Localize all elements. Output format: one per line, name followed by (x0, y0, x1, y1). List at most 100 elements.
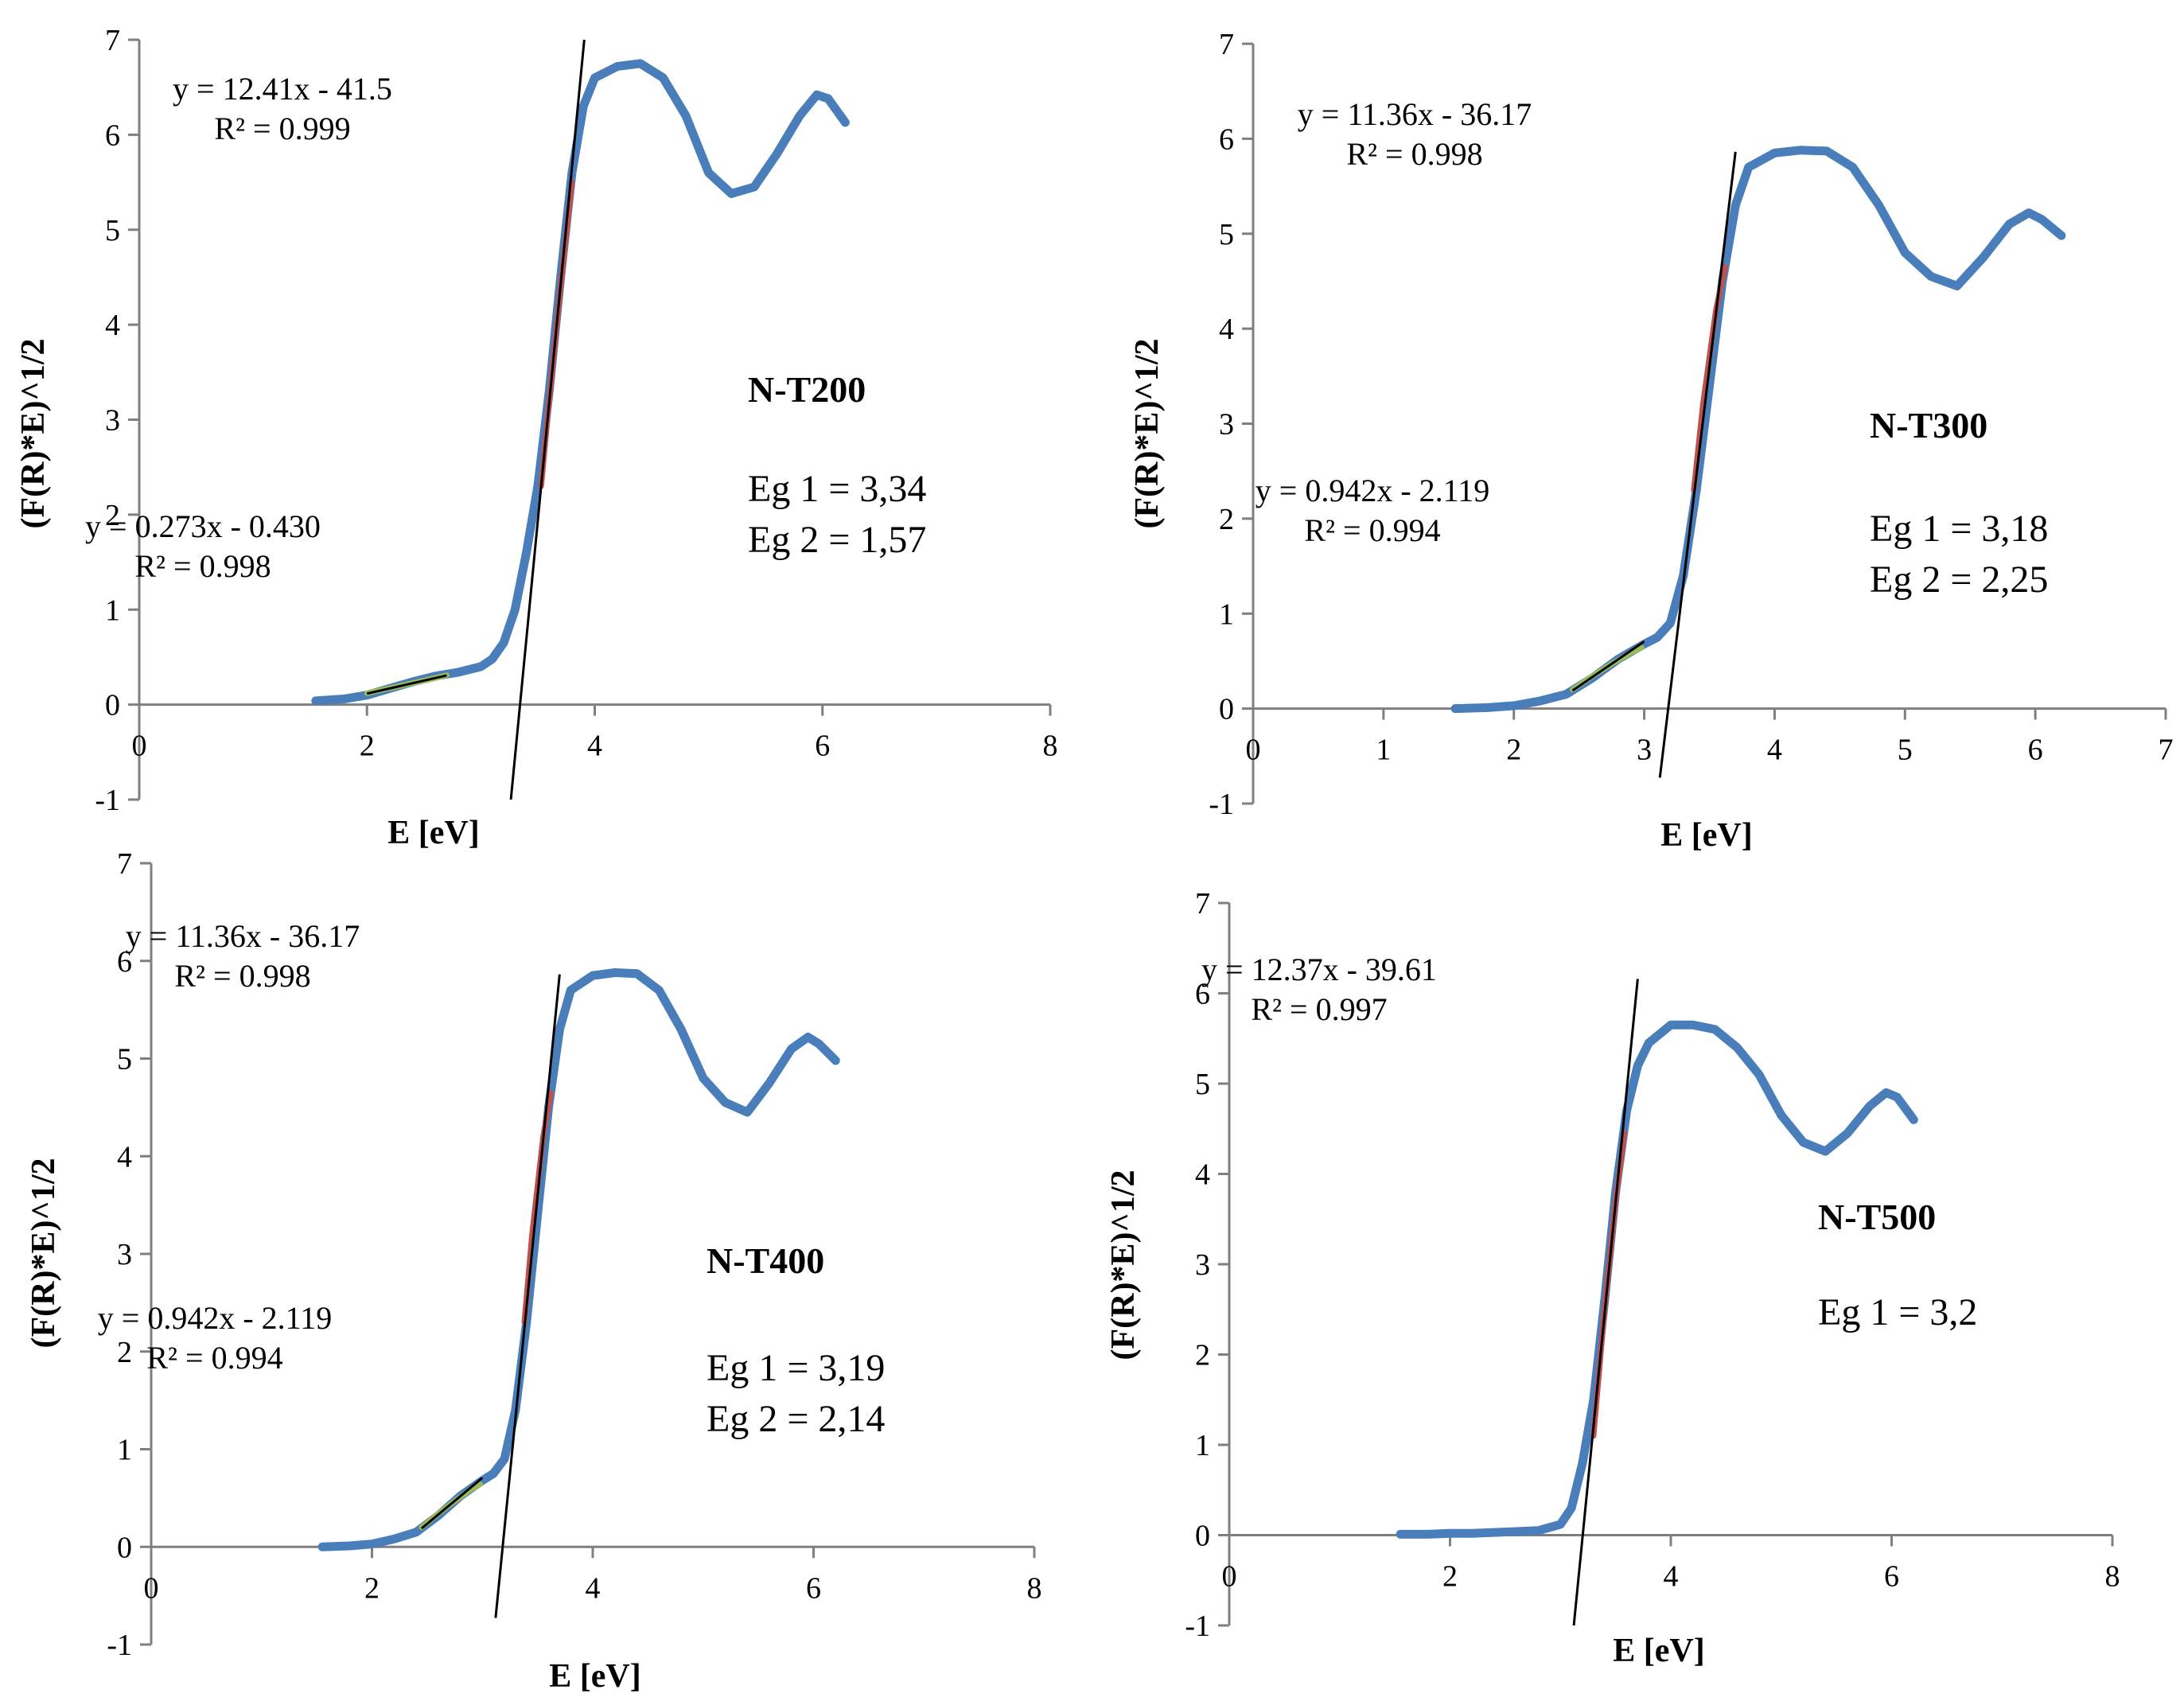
x-tick-label: 3 (1637, 734, 1652, 767)
y-tick-label: -1 (95, 784, 120, 817)
y-tick-label: 5 (105, 214, 120, 247)
y-tick-label: 3 (1195, 1248, 1210, 1282)
trendline-r2-2: R² = 0.994 (1304, 512, 1440, 548)
y-axis-title: (F(R)*E)^1/2 (25, 1158, 62, 1348)
y-tick-label: 6 (1195, 978, 1210, 1011)
trendline-1 (1572, 979, 1639, 1626)
x-axis-title: E [eV] (1660, 817, 1752, 854)
trendline-2 (420, 1477, 484, 1530)
band-gap-label: Eg 2 = 1,57 (748, 519, 926, 561)
sample-label: N-T200 (748, 369, 866, 410)
x-axis-title: E [eV] (1613, 1633, 1704, 1669)
band-gap-label: Eg 2 = 2,14 (707, 1398, 885, 1440)
y-axis-title: (F(R)*E)^1/2 (1129, 338, 1166, 528)
trendline-1 (1658, 151, 1737, 778)
fit-segment-1-line (1691, 264, 1728, 493)
trendline-2 (1571, 640, 1645, 692)
x-tick-label: 0 (1246, 734, 1261, 767)
chart-panel-n-t500: -1 0 1 2 3 4 5 6 7 0 2 4 6 8 E [eV] (F(R)*E)^1/2 y = 12.… (1105, 887, 2120, 1669)
y-tick-label: 4 (117, 1140, 132, 1174)
x-tick-label: 4 (587, 730, 602, 763)
trendline-equation-1: y = 12.37x - 39.61 (1201, 952, 1437, 987)
y-tick-label: 2 (1219, 503, 1234, 536)
trendline-equation-2: y = 0.942x - 2.119 (1256, 473, 1489, 508)
y-tick-label: 7 (117, 847, 132, 881)
y-tick-label: 2 (1195, 1339, 1210, 1372)
band-gap-label: Eg 1 = 3,19 (707, 1347, 885, 1389)
x-tick-label: 6 (1884, 1560, 1899, 1594)
x-tick-label: 8 (1027, 1571, 1042, 1605)
trendline-2 (366, 674, 447, 695)
x-tick-label: 0 (132, 730, 147, 763)
x-tick-label: 2 (360, 730, 375, 763)
y-tick-label: 5 (1219, 218, 1234, 251)
y-tick-label: 1 (117, 1434, 132, 1467)
y-axis-title: (F(R)*E)^1/2 (15, 338, 52, 528)
chart-panel-n-t400: -1 0 1 2 3 4 5 6 7 0 2 4 6 8 E [eV] (F(R)*E)^1/2 y = 11.… (25, 847, 1042, 1695)
x-tick-label: 6 (806, 1571, 821, 1605)
x-tick-label: 7 (2159, 734, 2174, 767)
x-tick-label: 2 (364, 1571, 380, 1605)
y-tick-label: 7 (1219, 28, 1234, 61)
trendline-r2-1: R² = 0.999 (214, 111, 350, 146)
y-tick-label: 3 (105, 404, 120, 438)
y-tick-label: -1 (1209, 788, 1234, 821)
x-axis-title: E [eV] (387, 815, 479, 851)
x-tick-label: 4 (586, 1571, 601, 1605)
x-tick-label: 6 (815, 730, 830, 763)
band-gap-label: Eg 1 = 3,2 (1818, 1291, 1977, 1333)
trendline-equation-2: y = 0.942x - 2.119 (98, 1300, 332, 1336)
band-gap-label: Eg 1 = 3,34 (748, 468, 926, 510)
trendline-equation-1: y = 11.36x - 36.17 (1298, 96, 1532, 132)
y-tick-label: -1 (107, 1629, 132, 1662)
x-axis-title: E [eV] (549, 1658, 640, 1695)
x-tick-label: 8 (2105, 1560, 2120, 1594)
trendline-r2-1: R² = 0.998 (174, 958, 310, 994)
x-tick-label: 6 (2028, 734, 2043, 767)
y-tick-label: 0 (117, 1531, 132, 1564)
spectrum-series-line (1396, 1020, 1918, 1539)
chart-panel-n-t300: -1 0 1 2 3 4 5 6 7 0 1 2 3 4 5 6 7 E [eV] (F(R)*E)^1/2 y = … (1129, 28, 2174, 854)
x-tick-label: 4 (1767, 734, 1782, 767)
y-tick-label: 4 (1195, 1158, 1210, 1192)
sample-label: N-T500 (1818, 1197, 1936, 1237)
y-tick-label: 6 (1219, 123, 1234, 156)
trendline-1 (509, 39, 586, 800)
x-tick-label: 1 (1376, 734, 1391, 767)
y-tick-label: 5 (1195, 1068, 1210, 1101)
y-tick-label: 2 (117, 1336, 132, 1369)
y-tick-label: 6 (105, 119, 120, 152)
y-tick-label: 5 (117, 1043, 132, 1076)
x-tick-label: 0 (1222, 1560, 1237, 1594)
y-tick-label: 1 (1195, 1429, 1210, 1462)
y-tick-label: 7 (105, 24, 120, 57)
band-gap-label: Eg 2 = 2,25 (1870, 559, 2048, 601)
trendline-r2-1: R² = 0.997 (1251, 991, 1387, 1027)
y-tick-label: 3 (117, 1238, 132, 1271)
chart-panel-n-t200: -1 0 1 2 3 4 5 6 7 0 2 4 6 8 E [eV] (F(R)*E)^1/2 y = 12.… (15, 24, 1058, 851)
y-tick-label: 0 (1195, 1520, 1210, 1553)
sample-label: N-T400 (707, 1240, 824, 1281)
trendline-equation-1: y = 11.36x - 36.17 (126, 918, 360, 954)
x-tick-label: 5 (1898, 734, 1913, 767)
band-gap-label: Eg 1 = 3,18 (1870, 508, 2048, 550)
y-tick-label: 4 (1219, 313, 1234, 346)
x-tick-label: 8 (1043, 730, 1058, 763)
y-tick-label: 6 (117, 945, 132, 979)
y-tick-label: 4 (105, 309, 120, 342)
y-tick-label: 1 (1219, 598, 1234, 631)
x-tick-label: 2 (1442, 1560, 1458, 1594)
y-tick-label: 0 (105, 689, 120, 722)
trendline-r2-2: R² = 0.994 (146, 1340, 282, 1376)
trendline-equation-2: y = 0.273x - 0.430 (85, 508, 321, 544)
y-axis-title: (F(R)*E)^1/2 (1105, 1170, 1142, 1360)
trendline-r2-2: R² = 0.998 (134, 548, 271, 584)
x-tick-label: 0 (144, 1571, 159, 1605)
trendline-equation-1: y = 12.41x - 41.5 (173, 71, 392, 107)
x-tick-label: 2 (1506, 734, 1521, 767)
y-tick-label: 7 (1195, 887, 1210, 921)
y-tick-label: 1 (105, 594, 120, 627)
sample-label: N-T300 (1870, 405, 1987, 446)
y-tick-label: 2 (105, 499, 120, 532)
